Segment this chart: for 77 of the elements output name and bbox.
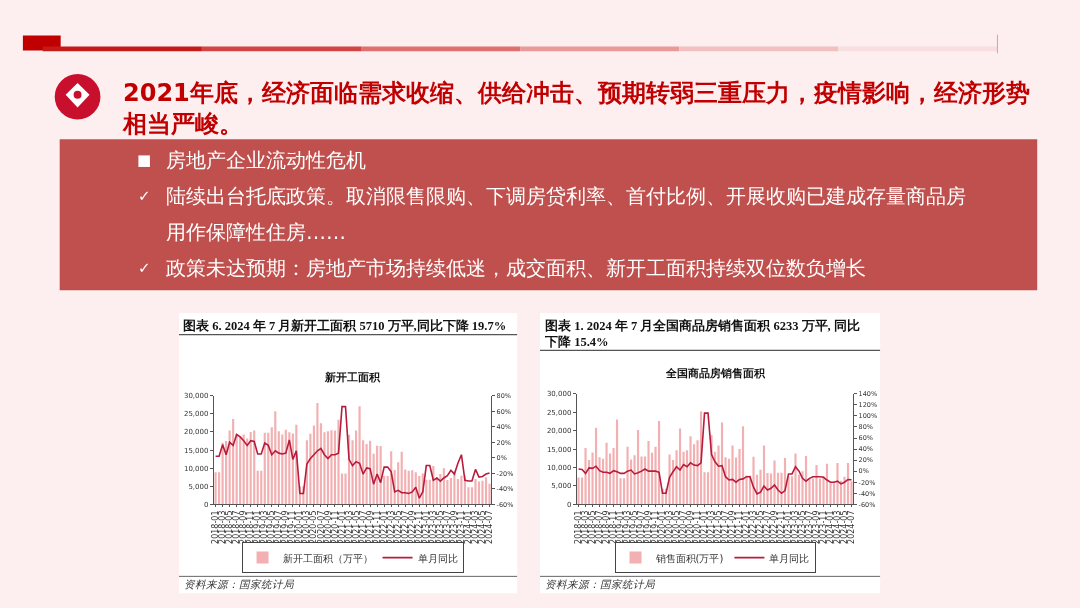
x-tick-label: 2022-05 bbox=[756, 510, 766, 544]
chart-title: 图表 1. 2024 年 7 月全国商品房销售面积 6233 万平, 同比下降 15.4% bbox=[544, 318, 860, 350]
bar bbox=[316, 403, 319, 505]
text: 资料来源：国家统计局 bbox=[184, 579, 295, 590]
x-tick-label: 2024-07 bbox=[485, 510, 495, 544]
x-tick-label: 2018-07 bbox=[595, 510, 605, 544]
chart-subtitle: 全国商品房销售面积 bbox=[665, 367, 766, 379]
bar bbox=[731, 445, 734, 505]
legend-label: 单月同比 bbox=[769, 552, 810, 564]
x-tick-label: 2024-03 bbox=[471, 510, 481, 544]
bar bbox=[481, 480, 484, 505]
bar bbox=[794, 453, 797, 505]
bar bbox=[474, 479, 477, 505]
bar bbox=[836, 463, 839, 505]
x-tick-label: 2024-07 bbox=[847, 510, 857, 544]
text: 资料来源：国家统计局 bbox=[545, 579, 656, 590]
bar bbox=[689, 436, 692, 505]
bar bbox=[615, 419, 619, 505]
x-tick-label: 2018-09 bbox=[239, 510, 249, 544]
legend-label: 单月同比 bbox=[417, 552, 458, 564]
x-tick-label: 2024-01 bbox=[464, 510, 474, 544]
x-tick-label: 2020-03 bbox=[302, 510, 312, 544]
bar bbox=[668, 454, 671, 505]
text: ✓ 政策未达预期：房地产市场持续低迷，成交面积、新开工面积持续双位数负增长 bbox=[138, 256, 866, 280]
x-tick-label: 2023-07 bbox=[805, 510, 815, 544]
x-tick-label: 2024-01 bbox=[826, 510, 836, 544]
text: ✓ 陆续出台托底政策。取消限售限购、下调房贷利率、首付比例、开展收购已建成存量商品房用作保障性住房…… bbox=[138, 184, 966, 244]
bar bbox=[214, 472, 217, 505]
bar bbox=[626, 446, 629, 505]
chart-title: 图表 6. 2024 年 7 月新开工面积 5710 万平,同比下降 19.7% bbox=[183, 318, 507, 333]
x-tick-label: 2023-11 bbox=[819, 510, 829, 544]
bar bbox=[647, 440, 650, 505]
x-tick-label: 2018-05 bbox=[588, 510, 598, 544]
line-series bbox=[214, 405, 491, 499]
x-tick-label: 2018-05 bbox=[225, 510, 235, 544]
bar bbox=[605, 442, 608, 505]
bar bbox=[218, 472, 221, 505]
x-tick-label: 2018-01 bbox=[211, 510, 221, 544]
x-tick-label: 2023-05 bbox=[798, 510, 808, 544]
chart-subtitle: 新开工面积 bbox=[324, 371, 381, 383]
bar bbox=[741, 426, 745, 505]
text: ■ 房地产企业流动性危机 bbox=[137, 148, 366, 172]
x-tick-label: 2022-03 bbox=[749, 510, 759, 544]
x-tick-label: 2020-03 bbox=[665, 510, 675, 544]
x-tick-label: 2019-05 bbox=[267, 510, 277, 544]
x-tick-label: 2018-03 bbox=[581, 510, 591, 544]
x-tick-label: 2022-09 bbox=[770, 510, 780, 544]
bar bbox=[636, 429, 640, 505]
bar bbox=[577, 477, 580, 505]
bar bbox=[752, 456, 755, 505]
bar bbox=[256, 470, 259, 505]
x-tick-label: 2018-01 bbox=[574, 510, 584, 544]
x-tick-label: 2024-03 bbox=[833, 510, 843, 544]
x-tick-label: 2023-09 bbox=[812, 510, 822, 544]
x-tick-label: 2018-07 bbox=[232, 510, 242, 544]
legend-label: 销售面积(万平) bbox=[654, 552, 724, 564]
bar bbox=[584, 447, 587, 505]
bar bbox=[358, 406, 361, 505]
bar bbox=[456, 479, 459, 505]
x-tick-label: 2023-03 bbox=[791, 510, 801, 544]
x-tick-label: 2019-05 bbox=[630, 510, 640, 544]
x-tick-label: 2018-03 bbox=[218, 510, 228, 544]
x-tick-label: 2024-05 bbox=[478, 510, 488, 544]
line-series bbox=[577, 412, 853, 495]
text: 2021年底，经济面临需求收缩、供给冲击、预期转弱三重压力，疫情影响，经济形势相当严峻。 bbox=[122, 79, 1030, 139]
x-tick-label: 2024-05 bbox=[840, 510, 850, 544]
x-tick-label: 2018-09 bbox=[602, 510, 612, 544]
x-tick-label: 2020-09 bbox=[686, 510, 696, 544]
x-tick-label: 2023-11 bbox=[457, 510, 467, 544]
bar bbox=[773, 460, 776, 505]
x-tick-label: 2020-05 bbox=[672, 510, 682, 544]
bar bbox=[330, 430, 333, 505]
legend-label: 新开工面积（万平） bbox=[282, 552, 373, 564]
bar bbox=[815, 464, 818, 505]
x-tick-label: 2018-11 bbox=[609, 510, 619, 544]
bar bbox=[260, 470, 263, 505]
bar bbox=[484, 477, 488, 505]
